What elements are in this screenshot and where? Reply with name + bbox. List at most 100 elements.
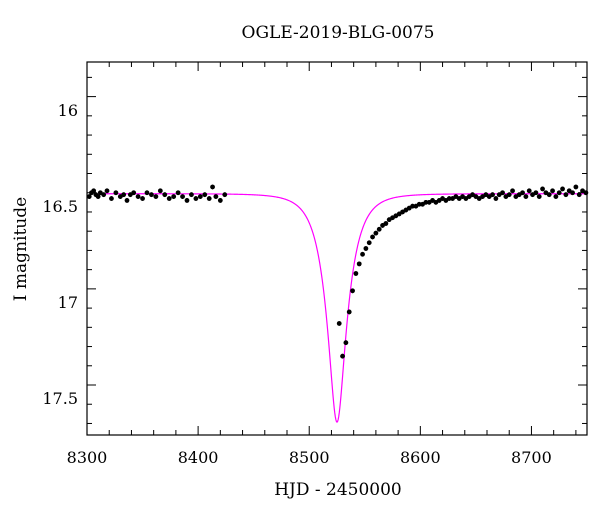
x-axis-label: HJD - 2450000: [274, 480, 402, 500]
data-marker: [493, 196, 499, 201]
data-point: [373, 230, 379, 236]
data-marker: [563, 192, 569, 198]
data-point: [184, 198, 190, 203]
data-marker: [197, 194, 203, 199]
data-point: [131, 190, 137, 196]
data-point: [366, 240, 372, 246]
data-points-layer: [86, 184, 589, 359]
data-marker: [175, 190, 181, 196]
data-point: [536, 194, 542, 199]
model-curve-layer: [98, 193, 587, 423]
data-marker: [157, 188, 163, 194]
data-point: [383, 221, 389, 226]
data-marker: [576, 192, 582, 198]
chart-title: OGLE-2019-BLG-0075: [242, 23, 435, 43]
data-point: [523, 194, 529, 199]
data-point: [370, 234, 375, 240]
data-point: [101, 192, 107, 198]
data-marker: [213, 194, 219, 199]
x-tick-label: 8300: [67, 448, 108, 467]
data-point: [197, 194, 203, 199]
data-point: [95, 194, 101, 199]
data-point: [343, 340, 349, 346]
data-marker: [346, 309, 352, 315]
data-point: [222, 192, 228, 198]
data-point: [410, 203, 415, 209]
y-tick-label: 16.5: [42, 197, 78, 216]
data-point: [446, 196, 452, 201]
data-marker: [550, 188, 555, 194]
data-marker: [383, 221, 389, 226]
data-marker: [109, 196, 114, 201]
data-marker: [222, 192, 228, 198]
data-marker: [202, 192, 208, 198]
x-tick-label: 8700: [511, 448, 552, 467]
data-marker: [556, 190, 562, 196]
data-marker: [166, 196, 172, 201]
data-point: [166, 196, 172, 201]
data-point: [526, 188, 532, 194]
data-marker: [523, 194, 529, 199]
data-point: [540, 186, 545, 192]
data-marker: [171, 194, 177, 199]
data-marker: [506, 192, 512, 198]
data-point: [563, 192, 569, 198]
data-marker: [583, 190, 589, 196]
data-marker: [131, 190, 137, 196]
data-marker: [91, 188, 97, 194]
data-point: [193, 196, 199, 201]
data-point: [583, 190, 589, 196]
data-marker: [360, 251, 365, 257]
data-marker: [546, 192, 552, 198]
data-marker: [533, 190, 539, 196]
data-marker: [423, 199, 429, 205]
data-point: [363, 246, 369, 251]
data-point: [157, 188, 163, 194]
data-point: [124, 198, 130, 203]
data-point: [336, 321, 342, 326]
data-marker: [144, 190, 150, 196]
data-marker: [366, 240, 372, 246]
data-point: [162, 192, 168, 198]
data-point: [553, 194, 559, 199]
data-marker: [520, 190, 525, 196]
data-marker: [206, 196, 212, 201]
data-point: [140, 196, 145, 201]
data-marker: [184, 198, 190, 203]
data-point: [520, 190, 525, 196]
data-marker: [95, 194, 101, 199]
plot-frame: [86, 61, 588, 436]
data-marker: [526, 188, 532, 194]
data-marker: [210, 184, 215, 190]
data-point: [202, 192, 208, 198]
data-marker: [104, 188, 110, 194]
data-marker: [336, 321, 342, 326]
y-tick-labels: 16 16.5 17 17.5: [42, 101, 78, 408]
data-point: [500, 190, 505, 196]
data-point: [153, 194, 159, 199]
x-tick-labels: 8300 8400 8500 8600 8700: [67, 448, 552, 467]
data-point: [356, 261, 362, 267]
data-marker: [370, 234, 375, 240]
data-point: [556, 190, 562, 196]
y-tick-label: 17.5: [42, 389, 78, 408]
data-point: [423, 199, 429, 205]
data-point: [109, 196, 114, 201]
data-marker: [553, 194, 559, 199]
y-axis-label: I magnitude: [11, 197, 31, 301]
data-marker: [446, 196, 452, 201]
data-point: [206, 196, 212, 201]
data-point: [546, 192, 552, 198]
data-marker: [86, 194, 92, 199]
data-point: [570, 190, 575, 196]
data-point: [353, 271, 359, 276]
y-tick-label: 17: [58, 293, 78, 312]
x-tick-label: 8600: [400, 448, 441, 467]
data-point: [149, 192, 154, 198]
data-point: [210, 184, 215, 190]
data-point: [189, 192, 194, 198]
data-point: [104, 188, 110, 194]
data-marker: [373, 230, 379, 236]
data-point: [350, 288, 355, 294]
